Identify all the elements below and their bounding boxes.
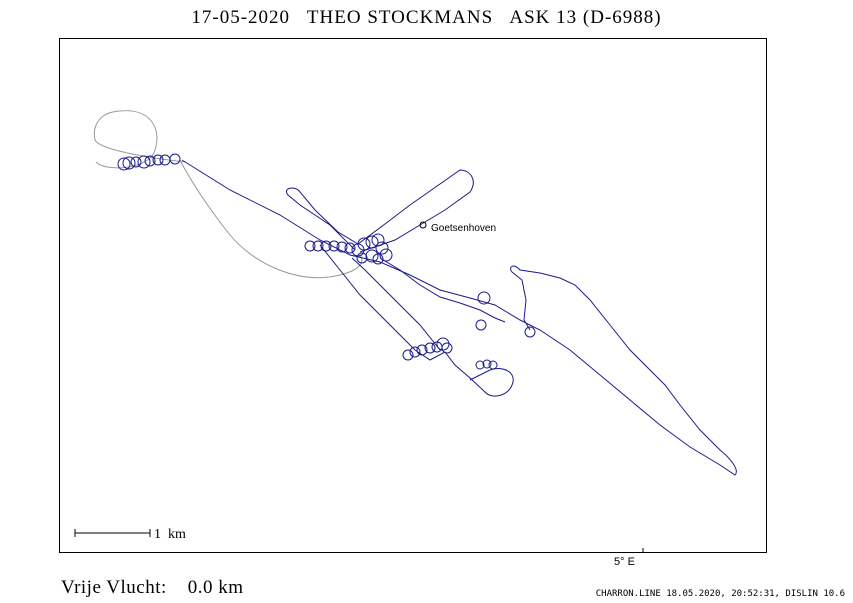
glide-path <box>93 110 363 279</box>
scale-bar <box>74 529 151 537</box>
generator-info: CHARRON.LINE 18.05.2020, 20:52:31, DISLI… <box>595 589 845 599</box>
scale-label: 1 km <box>154 527 186 542</box>
place-marker-icon <box>419 221 427 229</box>
place-label: Goetsenhoven <box>431 223 497 234</box>
map-frame <box>59 38 767 553</box>
free-flight-distance: Vrije Vlucht: 0.0 km <box>61 577 244 598</box>
flight-track <box>181 159 737 476</box>
thermal-circles <box>117 153 536 370</box>
flight-title: 17-05-2020 THEO STOCKMANS ASK 13 (D-6988… <box>191 7 662 28</box>
longitude-label: 5° E <box>614 556 635 568</box>
